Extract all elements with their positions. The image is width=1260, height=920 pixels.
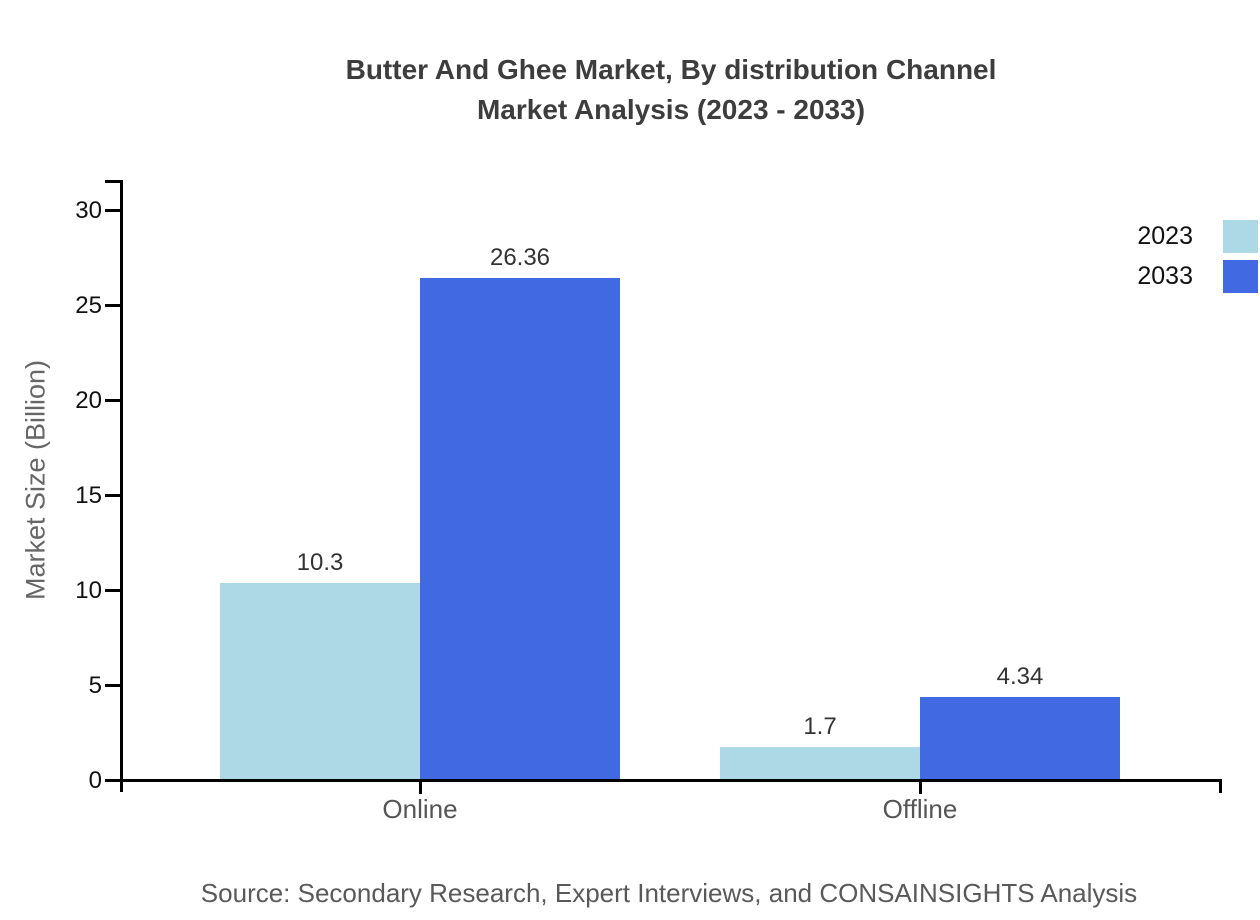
- y-tick: [105, 779, 120, 782]
- x-axis-end-tick: [1219, 779, 1222, 793]
- y-tick: [105, 209, 120, 212]
- bar-online-2033: [420, 278, 620, 779]
- legend-swatch-2033: [1223, 260, 1258, 293]
- y-tick: [105, 494, 120, 497]
- legend-item-2033: 2033: [1137, 260, 1258, 293]
- y-tick-label: 15: [75, 482, 102, 509]
- source-text: Source: Secondary Research, Expert Inter…: [200, 878, 1138, 908]
- y-tick-label: 10: [75, 577, 102, 604]
- chart-title-line1: Butter And Ghee Market, By distribution …: [345, 54, 997, 85]
- bar-value-label: 10.3: [296, 549, 344, 576]
- bar-value-label: 4.34: [996, 663, 1044, 690]
- y-tick-label: 20: [75, 387, 102, 414]
- category-label-online: Online: [382, 794, 458, 824]
- x-axis-line: [105, 779, 1222, 782]
- y-tick-label: 0: [88, 767, 102, 794]
- bar-value-label: 26.36: [489, 244, 551, 271]
- legend-item-2023: 2023: [1137, 220, 1258, 253]
- y-tick: [105, 684, 120, 687]
- chart-title: Butter And Ghee Market, By distribution …: [346, 50, 997, 130]
- y-tick: [105, 399, 120, 402]
- legend: 2023 2033: [1137, 220, 1258, 300]
- x-tick: [919, 779, 922, 794]
- bar-value-label: 1.7: [803, 713, 837, 740]
- x-tick: [419, 779, 422, 794]
- legend-label-2023: 2023: [1137, 222, 1193, 250]
- y-axis-line: [120, 180, 123, 792]
- y-tick: [105, 304, 120, 307]
- y-tick-label: 30: [75, 197, 102, 224]
- chart-title-line2: Market Analysis (2023 - 2033): [476, 94, 866, 125]
- legend-label-2033: 2033: [1137, 262, 1193, 290]
- bar-offline-2023: [720, 747, 920, 779]
- y-axis-end-tick: [105, 180, 123, 183]
- y-tick-label: 5: [88, 672, 102, 699]
- bar-offline-2033: [920, 697, 1120, 779]
- y-tick: [105, 589, 120, 592]
- bar-online-2023: [220, 583, 420, 779]
- legend-swatch-2023: [1223, 220, 1258, 253]
- y-tick-label: 25: [75, 292, 102, 319]
- category-label-offline: Offline: [882, 794, 958, 824]
